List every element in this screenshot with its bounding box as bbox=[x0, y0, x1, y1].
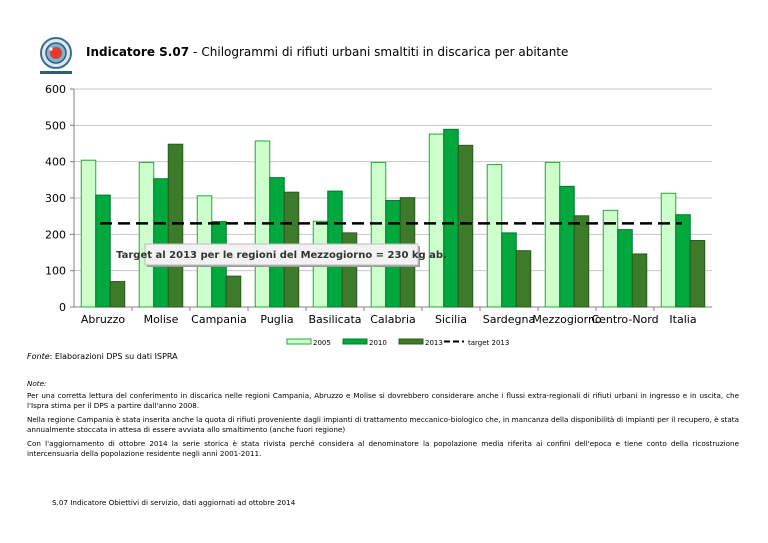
source-line: Fonte: Elaborazioni DPS su dati ISPRA bbox=[27, 352, 178, 361]
bar-2010 bbox=[269, 177, 285, 308]
bar-2005 bbox=[80, 159, 97, 308]
source-text: : Elaborazioni DPS su dati ISPRA bbox=[49, 352, 178, 361]
bar-2010 bbox=[443, 128, 459, 308]
bar-2010 bbox=[617, 229, 633, 308]
y-tick-label: 100 bbox=[45, 265, 66, 278]
bar-2005 bbox=[428, 133, 445, 308]
legend-label: 2005 bbox=[313, 339, 331, 347]
bar-2013 bbox=[689, 240, 706, 308]
bar-2013 bbox=[167, 143, 184, 308]
x-tick-label: Italia bbox=[669, 313, 696, 326]
legend-label: 2010 bbox=[369, 339, 387, 347]
bar-2010 bbox=[559, 185, 575, 308]
bar-2013 bbox=[225, 275, 242, 308]
indicator-label: Indicatore S.07 bbox=[86, 45, 190, 59]
x-tick-label: Sicilia bbox=[435, 313, 467, 326]
y-tick-label: 500 bbox=[45, 119, 66, 132]
legend-label: 2013 bbox=[425, 339, 443, 347]
bar-2013 bbox=[573, 215, 590, 308]
source-label: Fonte bbox=[27, 352, 50, 361]
x-tick-label: Mezzogiorno bbox=[532, 313, 602, 326]
bar-2013 bbox=[515, 250, 532, 308]
bar-2010 bbox=[95, 194, 111, 308]
bar-chart: 0 100 200 300 400 500 600 Abruzzo Molise Campania… bbox=[45, 83, 712, 347]
note-paragraph-3: Con l'aggiornamento di ottobre 2014 la s… bbox=[27, 438, 739, 459]
bar-2005 bbox=[660, 192, 677, 308]
legend-swatch-2005 bbox=[286, 338, 312, 345]
bar-2010 bbox=[501, 232, 517, 308]
y-tick-label: 600 bbox=[45, 83, 66, 96]
bar-2013 bbox=[109, 281, 126, 308]
legend-swatch-2013 bbox=[398, 338, 424, 345]
note-paragraph-1: Per una corretta lettura del conferiment… bbox=[27, 390, 739, 411]
page-title: Indicatore S.07- Chilogrammi di rifiuti u… bbox=[86, 45, 568, 59]
bar-2005 bbox=[602, 209, 619, 308]
bar-2010 bbox=[675, 214, 691, 308]
x-tick-label: Calabria bbox=[370, 313, 416, 326]
notes-block: Note: Per una corretta lettura del confe… bbox=[27, 379, 739, 463]
notes-title: Note: bbox=[27, 379, 47, 388]
y-tick-label: 200 bbox=[45, 228, 66, 241]
bar-2013 bbox=[631, 253, 648, 308]
note-paragraph-2: Nella regione Campania è stata inserita … bbox=[27, 414, 739, 435]
y-tick-label: 0 bbox=[59, 301, 66, 314]
footer-text: S.07 Indicatore Obiettivi di servizio, d… bbox=[52, 498, 296, 507]
chart-area: 0 100 200 300 400 500 600 Abruzzo Molise Campania… bbox=[45, 83, 712, 347]
bar-2010 bbox=[153, 178, 169, 308]
x-tick-label: Sardegna bbox=[483, 313, 536, 326]
y-tick-label: 400 bbox=[45, 156, 66, 169]
bar-2005 bbox=[486, 164, 503, 308]
x-tick-label: Centro-Nord bbox=[591, 313, 658, 326]
title-separator: - bbox=[193, 45, 198, 59]
bar-2005 bbox=[138, 161, 155, 308]
x-tick-label: Abruzzo bbox=[81, 313, 126, 326]
bar-2005 bbox=[544, 161, 561, 308]
x-tick-label: Basilicata bbox=[308, 313, 361, 326]
annotation-box bbox=[144, 243, 419, 266]
annotation-text: Target al 2013 per le regioni del Mezzog… bbox=[116, 250, 447, 261]
bar-2005 bbox=[370, 161, 387, 308]
y-tick-label: 300 bbox=[45, 192, 66, 205]
x-tick-label: Molise bbox=[144, 313, 179, 326]
x-tick-label: Campania bbox=[191, 313, 247, 326]
indicator-subtitle: Chilogrammi di rifiuti urbani smaltiti i… bbox=[201, 45, 569, 59]
bar-2013 bbox=[457, 144, 474, 308]
legend-label: target 2013 bbox=[468, 339, 509, 347]
obiettivi-di-servizio-logo bbox=[40, 37, 72, 74]
legend-swatch-2010 bbox=[342, 338, 368, 345]
x-tick-label: Puglia bbox=[260, 313, 293, 326]
